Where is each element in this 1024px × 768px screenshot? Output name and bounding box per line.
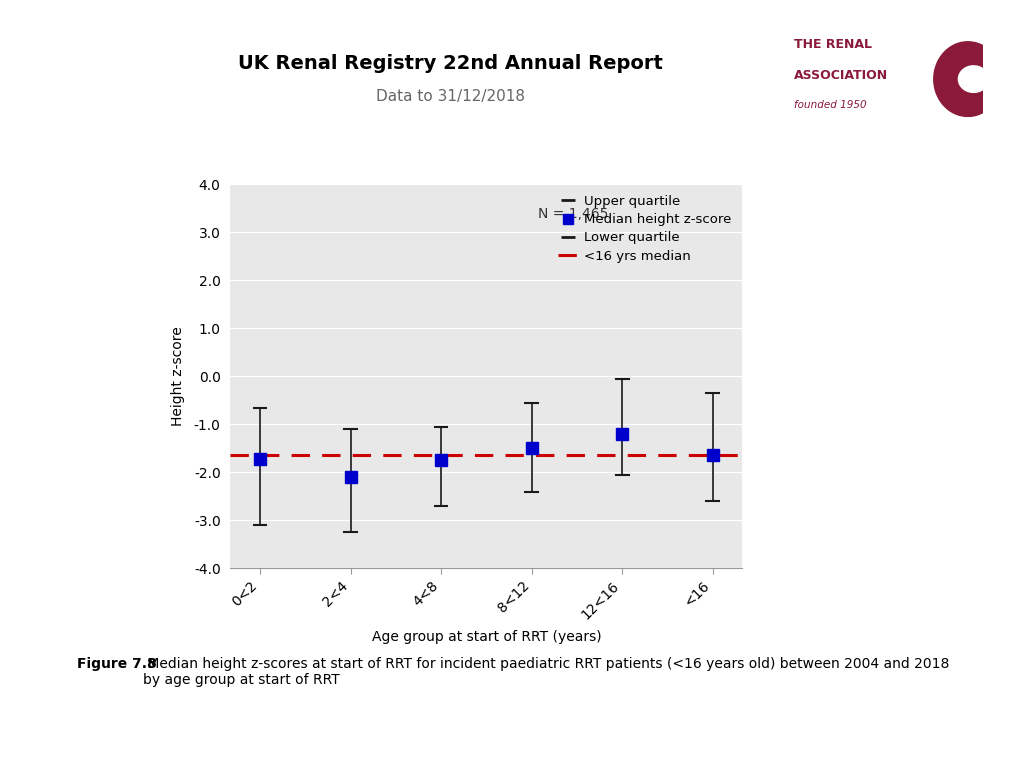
Y-axis label: Height z-score: Height z-score [171,326,185,426]
Text: Data to 31/12/2018: Data to 31/12/2018 [376,88,525,104]
Text: UK Renal Registry 22nd Annual Report: UK Renal Registry 22nd Annual Report [239,54,663,73]
Text: Median height z-scores at start of RRT for incident paediatric RRT patients (<16: Median height z-scores at start of RRT f… [143,657,949,687]
Polygon shape [958,66,989,92]
Text: N = 1,465: N = 1,465 [538,207,608,221]
Text: founded 1950: founded 1950 [794,100,866,110]
Text: Figure 7.8: Figure 7.8 [77,657,157,670]
X-axis label: Age group at start of RRT (years): Age group at start of RRT (years) [372,631,601,644]
Text: THE RENAL: THE RENAL [794,38,871,51]
Polygon shape [934,41,1001,117]
Text: ASSOCIATION: ASSOCIATION [794,69,888,82]
Legend: Upper quartile, Median height z-score, Lower quartile, <16 yrs median: Upper quartile, Median height z-score, L… [554,191,736,266]
